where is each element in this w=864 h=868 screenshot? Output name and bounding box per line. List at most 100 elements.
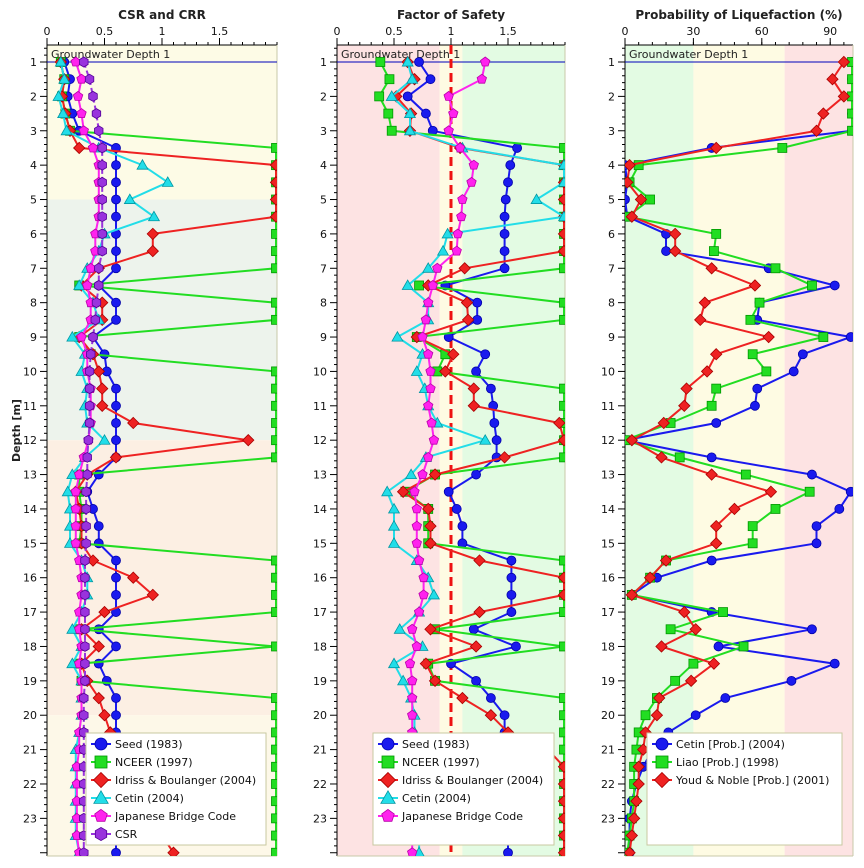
legend-marker-icon <box>653 771 671 789</box>
legend: Seed (1983) NCEER (1997) Idriss & Boulange… <box>372 732 555 846</box>
data-point <box>57 107 70 119</box>
data-point <box>271 641 277 652</box>
data-point <box>456 691 469 705</box>
data-point <box>271 572 277 583</box>
data-point <box>271 418 277 428</box>
data-point <box>123 193 136 204</box>
data-point <box>710 537 723 550</box>
legend-marker-icon <box>93 789 109 804</box>
data-point <box>747 538 758 549</box>
data-point <box>817 107 830 120</box>
data-point <box>93 521 104 532</box>
data-point <box>451 245 462 256</box>
data-point <box>93 624 104 635</box>
data-point <box>557 829 565 842</box>
data-point <box>447 348 460 361</box>
data-point <box>754 297 765 308</box>
data-point <box>387 502 401 514</box>
data-point <box>424 537 437 550</box>
data-point <box>473 554 486 567</box>
data-point <box>413 606 425 617</box>
legend-item: Cetin [Prob.] (2004) <box>652 737 785 751</box>
data-point <box>146 244 159 258</box>
data-point <box>271 589 277 600</box>
data-point <box>705 262 718 275</box>
data-point <box>559 727 565 738</box>
data-point <box>98 433 111 445</box>
data-point <box>111 263 121 274</box>
data-point <box>428 468 442 481</box>
zone-band <box>693 45 785 856</box>
data-point <box>557 812 565 825</box>
y-tick-label: 7 <box>320 262 327 275</box>
y-tick-label: 8 <box>608 297 615 310</box>
y-tick-label: 8 <box>30 297 37 310</box>
data-point <box>93 538 104 549</box>
y-tick-label: 18 <box>313 640 327 653</box>
data-point <box>427 588 440 600</box>
y-tick-label: 10 <box>601 365 615 378</box>
data-point <box>271 761 277 772</box>
data-point <box>127 416 140 430</box>
data-point <box>627 812 641 825</box>
y-tick-label: 22 <box>313 778 327 791</box>
legend-label: Seed (1983) <box>402 738 470 751</box>
y-tick-label: 16 <box>601 572 615 585</box>
data-point <box>418 572 429 583</box>
data-point <box>489 418 500 428</box>
data-point <box>557 176 565 187</box>
data-point <box>761 366 772 377</box>
data-point <box>448 108 459 118</box>
legend-box <box>85 732 267 846</box>
data-point <box>847 125 853 136</box>
data-point <box>452 228 463 239</box>
data-point <box>80 641 90 652</box>
data-point <box>659 554 673 567</box>
data-point <box>271 400 277 411</box>
data-point <box>747 521 758 532</box>
data-point <box>740 469 751 480</box>
legend-label: Cetin [Prob.] (2004) <box>676 738 785 751</box>
x-tick-label: 1 <box>159 25 166 38</box>
data-point <box>80 555 90 566</box>
data-point <box>271 607 277 617</box>
y-tick-label: 6 <box>30 228 37 241</box>
legend: Cetin [Prob.] (2004) Liao [Prob.] (1998) Y… <box>646 732 843 846</box>
data-point <box>557 846 565 856</box>
data-point <box>97 228 107 240</box>
data-point <box>443 90 454 101</box>
y-tick-label: 14 <box>601 503 615 516</box>
data-point <box>707 657 721 670</box>
data-point <box>559 314 565 325</box>
data-point <box>557 227 565 241</box>
y-tick-label: 11 <box>313 400 327 413</box>
data-point <box>60 124 73 136</box>
groundwater-label: Groundwater Depth 1 <box>51 48 170 61</box>
data-point <box>401 279 414 290</box>
data-point <box>678 399 691 412</box>
y-tick-label: 21 <box>601 744 615 757</box>
y-tick-label: 8 <box>320 297 327 310</box>
data-point <box>73 279 86 290</box>
data-point <box>407 675 418 686</box>
data-point <box>684 674 698 688</box>
data-point <box>804 486 815 497</box>
data-point <box>706 452 717 463</box>
plot-area <box>625 55 853 856</box>
data-point <box>559 143 565 153</box>
data-point <box>811 521 822 532</box>
depth-band <box>47 45 277 200</box>
data-point <box>72 90 84 101</box>
data-point <box>271 555 277 566</box>
data-point <box>97 159 107 171</box>
legend-marker-icon <box>381 755 395 769</box>
data-point <box>511 641 521 652</box>
data-point <box>432 262 443 273</box>
data-point <box>711 383 722 394</box>
y-tick-label: 18 <box>601 640 615 653</box>
data-point <box>411 537 422 548</box>
data-point <box>111 177 121 188</box>
data-point <box>467 382 480 395</box>
data-point <box>471 366 481 377</box>
data-point <box>625 158 636 172</box>
